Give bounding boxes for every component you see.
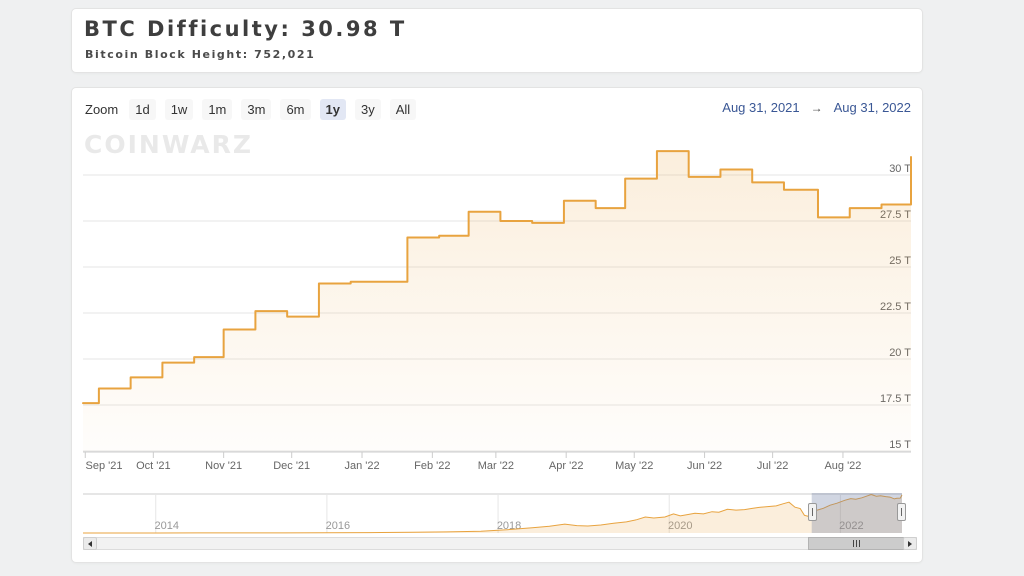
- x-axis-label: May '22: [615, 460, 653, 472]
- zoom-label: Zoom: [85, 101, 119, 117]
- right-arrow-icon: [908, 540, 912, 547]
- navigator-series-line: [83, 493, 903, 534]
- zoom-button-3m[interactable]: 3m: [241, 98, 272, 120]
- zoom-button-6m[interactable]: 6m: [280, 98, 311, 120]
- y-axis-label: 30 T: [889, 163, 911, 175]
- x-axis-label: Mar '22: [478, 460, 514, 472]
- header-card: [71, 8, 923, 73]
- difficulty-series-line: [82, 150, 912, 405]
- x-axis-label: Apr '22: [549, 460, 584, 472]
- page-title: BTC Difficulty: 30.98 T: [84, 17, 407, 41]
- x-axis-label: Oct '21: [136, 460, 171, 472]
- navigator-year-label: 2020: [668, 520, 692, 532]
- x-axis-label: Sep '21: [86, 460, 123, 472]
- x-axis-label: Aug '22: [824, 460, 861, 472]
- zoom-button-1w[interactable]: 1w: [164, 98, 194, 120]
- zoom-button-1m[interactable]: 1m: [202, 98, 233, 120]
- range-selector: Zoom 1d 1w 1m 3m 6m 1y 3y All: [85, 97, 417, 121]
- navigator-handle-left[interactable]: [808, 503, 817, 521]
- difficulty-series-area: [83, 151, 911, 451]
- navigator-year-label: 2022: [839, 520, 863, 532]
- x-axis-label: Jun '22: [687, 460, 722, 472]
- range-to-date[interactable]: Aug 31, 2022: [833, 100, 911, 115]
- navigator-series-area: [83, 494, 902, 533]
- scrollbar-thumb[interactable]: [808, 537, 904, 550]
- block-height-subtitle: Bitcoin Block Height: 752,021: [85, 48, 316, 61]
- x-axis-label: Jul '22: [757, 460, 788, 472]
- navigator-selected-range[interactable]: [811, 493, 902, 533]
- navigator-year-label: 2014: [155, 520, 179, 532]
- coinwarz-watermark-logo: CoinWarz: [84, 130, 254, 159]
- zoom-button-1y[interactable]: 1y: [319, 98, 346, 120]
- range-from-date[interactable]: Aug 31, 2021: [722, 100, 800, 115]
- x-axis-label: Nov '21: [205, 460, 242, 472]
- date-range: Aug 31, 2021 → Aug 31, 2022: [722, 100, 911, 115]
- zoom-button-all[interactable]: All: [389, 98, 417, 120]
- range-arrow-icon: →: [810, 100, 823, 115]
- x-axis-label: Dec '21: [273, 460, 310, 472]
- left-arrow-icon: [88, 540, 92, 547]
- x-axis-label: Jan '22: [344, 460, 379, 472]
- navigator-handle-right[interactable]: [897, 503, 906, 521]
- zoom-button-1d[interactable]: 1d: [129, 98, 156, 120]
- navigator-year-label: 2016: [326, 520, 350, 532]
- zoom-button-3y[interactable]: 3y: [354, 98, 381, 120]
- x-axis-label: Feb '22: [414, 460, 450, 472]
- scrollbar-left-arrow-button[interactable]: [83, 537, 97, 550]
- scrollbar-right-arrow-button[interactable]: [903, 537, 917, 550]
- scrollbar-track[interactable]: [83, 537, 917, 550]
- thumb-grip-icon: [852, 540, 854, 547]
